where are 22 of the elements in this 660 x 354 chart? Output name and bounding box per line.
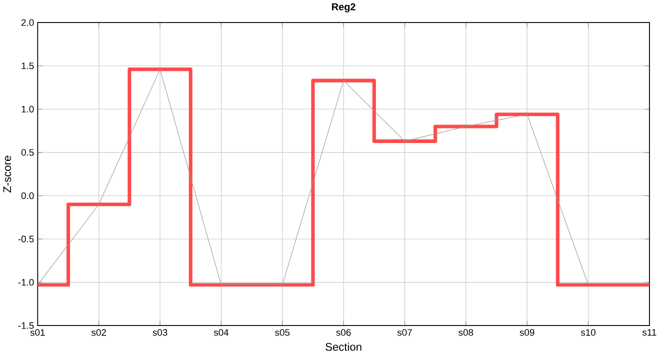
x-tick-label: s10 [580,329,596,336]
y-tick-label: 0.5 [21,149,34,156]
x-tick-label: s06 [336,329,351,336]
chart-title: Reg2 [332,3,356,12]
y-tick-label: -1.5 [18,322,34,329]
y-tick-label: 1.0 [22,106,34,112]
x-tick-label: s05 [275,329,290,336]
x-tick-label: s04 [214,329,229,336]
y-tick-label: 0.0 [21,192,34,199]
x-tick-label: s03 [152,329,168,336]
y-tick-label: 1.5 [22,62,34,70]
x-tick-label: s08 [458,329,474,336]
y-axis-title: Z-score [3,156,12,192]
y-tick-label: -0.5 [18,236,34,242]
y-tick-label: -1.0 [18,278,34,286]
y-tick-label: 2.0 [22,19,34,26]
x-tick-label: s11 [642,329,656,336]
x-tick-label: s07 [397,329,412,336]
x-axis-title: Section [326,342,362,351]
x-tick-label: s02 [92,329,106,336]
x-tick-label: s01 [30,329,45,336]
x-tick-label: s09 [520,329,534,336]
